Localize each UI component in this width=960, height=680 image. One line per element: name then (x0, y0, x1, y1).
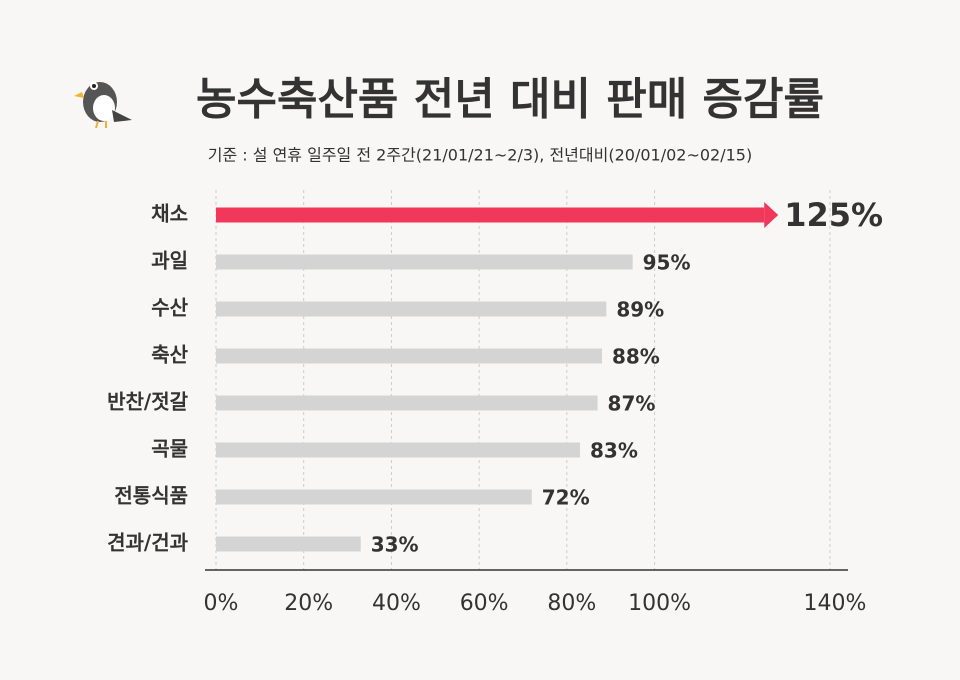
x-tick-label: 60% (460, 591, 509, 616)
value-label: 125% (784, 196, 883, 234)
bar (216, 442, 581, 458)
value-label: 87% (608, 392, 656, 416)
y-tick-label: 축산 (151, 343, 188, 367)
value-label: 88% (612, 345, 660, 369)
y-tick-label: 수산 (151, 296, 188, 320)
bar (216, 254, 633, 270)
y-tick-label: 채소 (151, 202, 188, 226)
y-tick-label: 반찬/젓갈 (107, 390, 189, 414)
bar (216, 489, 532, 505)
chart-subtitle: 기준 : 설 연휴 일주일 전 2주간(21/01/21~2/3), 전년대비(… (208, 146, 752, 165)
value-label: 72% (542, 486, 590, 510)
y-tick-label: 전통식품 (114, 484, 188, 508)
x-tick-label: 0% (204, 591, 239, 616)
bar-arrow (764, 202, 779, 228)
x-tick-label: 140% (804, 591, 867, 616)
bar (216, 536, 361, 552)
y-tick-label: 견과/건과 (107, 531, 189, 555)
value-label: 33% (371, 533, 419, 557)
bar (216, 207, 765, 223)
bar (216, 395, 598, 411)
value-label: 95% (643, 251, 691, 275)
x-tick-label: 100% (628, 591, 691, 616)
value-label: 83% (590, 439, 638, 463)
y-tick-label: 곡물 (151, 437, 188, 461)
chart-title: 농수축산품 전년 대비 판매 증감률 (196, 74, 824, 125)
y-tick-label: 과일 (151, 249, 188, 273)
bar (216, 301, 607, 317)
x-tick-label: 80% (547, 591, 596, 616)
bird-icon (74, 82, 132, 129)
x-tick-label: 20% (284, 591, 333, 616)
x-tick-label: 40% (372, 591, 421, 616)
bar (216, 348, 602, 364)
value-label: 89% (616, 298, 664, 322)
